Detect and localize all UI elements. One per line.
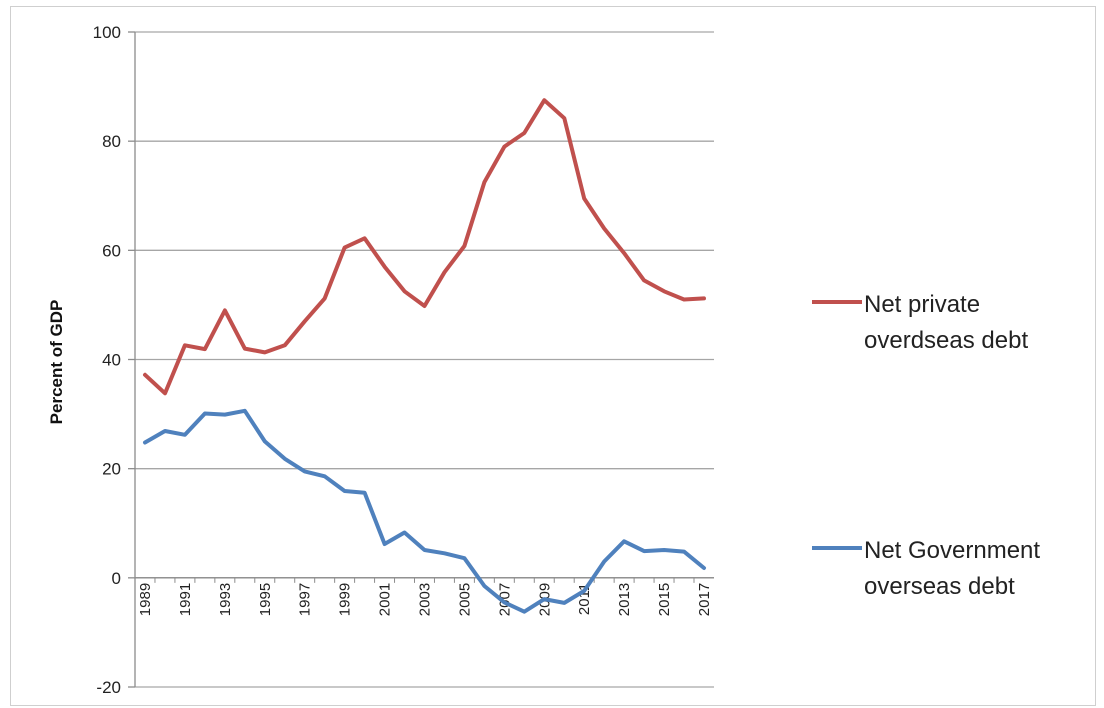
legend-label: Net Government bbox=[864, 537, 1040, 564]
legend-label: overseas debt bbox=[864, 573, 1015, 600]
legend-label: overdseas debt bbox=[864, 327, 1028, 354]
chart-frame bbox=[10, 6, 1096, 706]
series-line-private bbox=[143, 98, 706, 396]
x-tick-label: 2017 bbox=[696, 583, 713, 616]
x-tick-labels: 1989 1991 1993 1995 1997 1999 2001 2003 2005 2007… bbox=[137, 583, 713, 616]
y-tick-label: 0 bbox=[112, 569, 121, 588]
x-tick-label: 1991 bbox=[177, 583, 194, 616]
y-tick-labels: -20 0 20 40 60 80 100 bbox=[93, 23, 121, 697]
x-tick-label: 2001 bbox=[377, 583, 394, 616]
y-tick-label: 60 bbox=[102, 241, 121, 260]
x-tick-label: 1995 bbox=[257, 583, 274, 616]
x-tick-label: 2003 bbox=[417, 583, 434, 616]
x-tick-label: 1997 bbox=[297, 583, 314, 616]
y-tick-label: 100 bbox=[93, 23, 121, 42]
y-tick-label: 80 bbox=[102, 132, 121, 151]
y-tick-label: 20 bbox=[102, 460, 121, 479]
x-tick-label: 2015 bbox=[656, 583, 673, 616]
x-tick-label: 1999 bbox=[337, 583, 354, 616]
x-tick-label: 2007 bbox=[496, 583, 513, 616]
series-line-government bbox=[143, 408, 706, 614]
axes bbox=[128, 31, 714, 688]
y-axis-label: Percent of GDP bbox=[47, 300, 66, 425]
series-lines bbox=[143, 98, 706, 614]
x-tick-label: 1993 bbox=[217, 583, 234, 616]
x-tick-label: 2005 bbox=[456, 583, 473, 616]
x-tick-label: 1989 bbox=[137, 583, 154, 616]
y-tick-label: -20 bbox=[96, 678, 121, 697]
legend-label: Net private bbox=[864, 291, 980, 318]
legend: Net private overdseas debt Net Government o… bbox=[812, 291, 1040, 600]
x-tick-label: 2013 bbox=[616, 583, 633, 616]
y-tick-label: 40 bbox=[102, 351, 121, 370]
